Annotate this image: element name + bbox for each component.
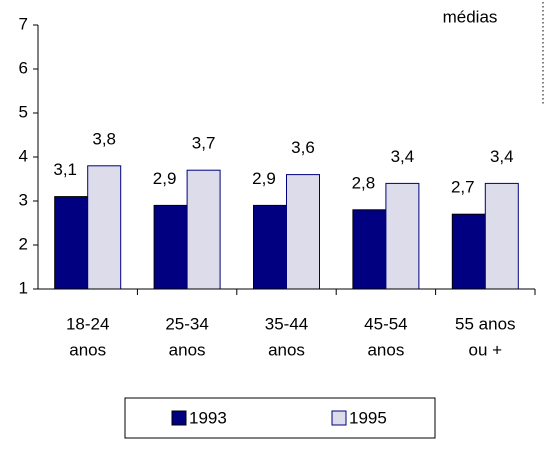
x-tick-label: anos — [268, 340, 305, 359]
bar — [352, 209, 387, 290]
bar — [385, 182, 420, 290]
bar — [451, 213, 486, 290]
data-label: 2,8 — [352, 173, 376, 192]
y-tick-label: 4 — [19, 146, 28, 165]
data-label: 2,7 — [451, 178, 475, 197]
x-tick-label: 35-44 — [265, 314, 308, 333]
legend-swatch — [331, 410, 347, 426]
bar — [87, 165, 122, 290]
bar — [186, 169, 221, 290]
annotation: médias — [443, 7, 498, 26]
x-tick-label: anos — [69, 340, 106, 359]
legend-label: 1995 — [349, 408, 387, 427]
x-tick-label: 45-54 — [364, 314, 407, 333]
bar — [153, 204, 188, 290]
x-tick-label: anos — [367, 340, 404, 359]
data-label: 3,4 — [490, 147, 514, 166]
y-tick-label: 5 — [19, 102, 28, 121]
data-label: 2,9 — [153, 169, 177, 188]
x-tick-label: 25-34 — [165, 314, 208, 333]
bar — [253, 204, 287, 290]
data-label: 2,9 — [252, 169, 276, 188]
data-label: 3,1 — [53, 160, 77, 179]
bar — [484, 182, 519, 290]
bar — [54, 196, 89, 290]
data-label: 3,4 — [391, 147, 415, 166]
legend-label: 1993 — [189, 408, 227, 427]
data-label: 3,7 — [192, 134, 216, 153]
data-label: 3,6 — [291, 138, 315, 157]
data-label: 3,8 — [92, 129, 116, 148]
y-tick-label: 7 — [19, 14, 28, 33]
legend-swatch — [171, 410, 187, 426]
y-tick-label: 3 — [19, 190, 28, 209]
y-tick-label: 6 — [19, 58, 28, 77]
x-tick-label: ou + — [469, 340, 503, 359]
x-tick-label: 18-24 — [66, 314, 109, 333]
y-tick-label: 2 — [19, 234, 28, 253]
bar — [286, 174, 320, 290]
y-tick-label: 1 — [19, 278, 28, 297]
x-tick-label: 55 anos — [455, 314, 516, 333]
x-tick-label: anos — [169, 340, 206, 359]
